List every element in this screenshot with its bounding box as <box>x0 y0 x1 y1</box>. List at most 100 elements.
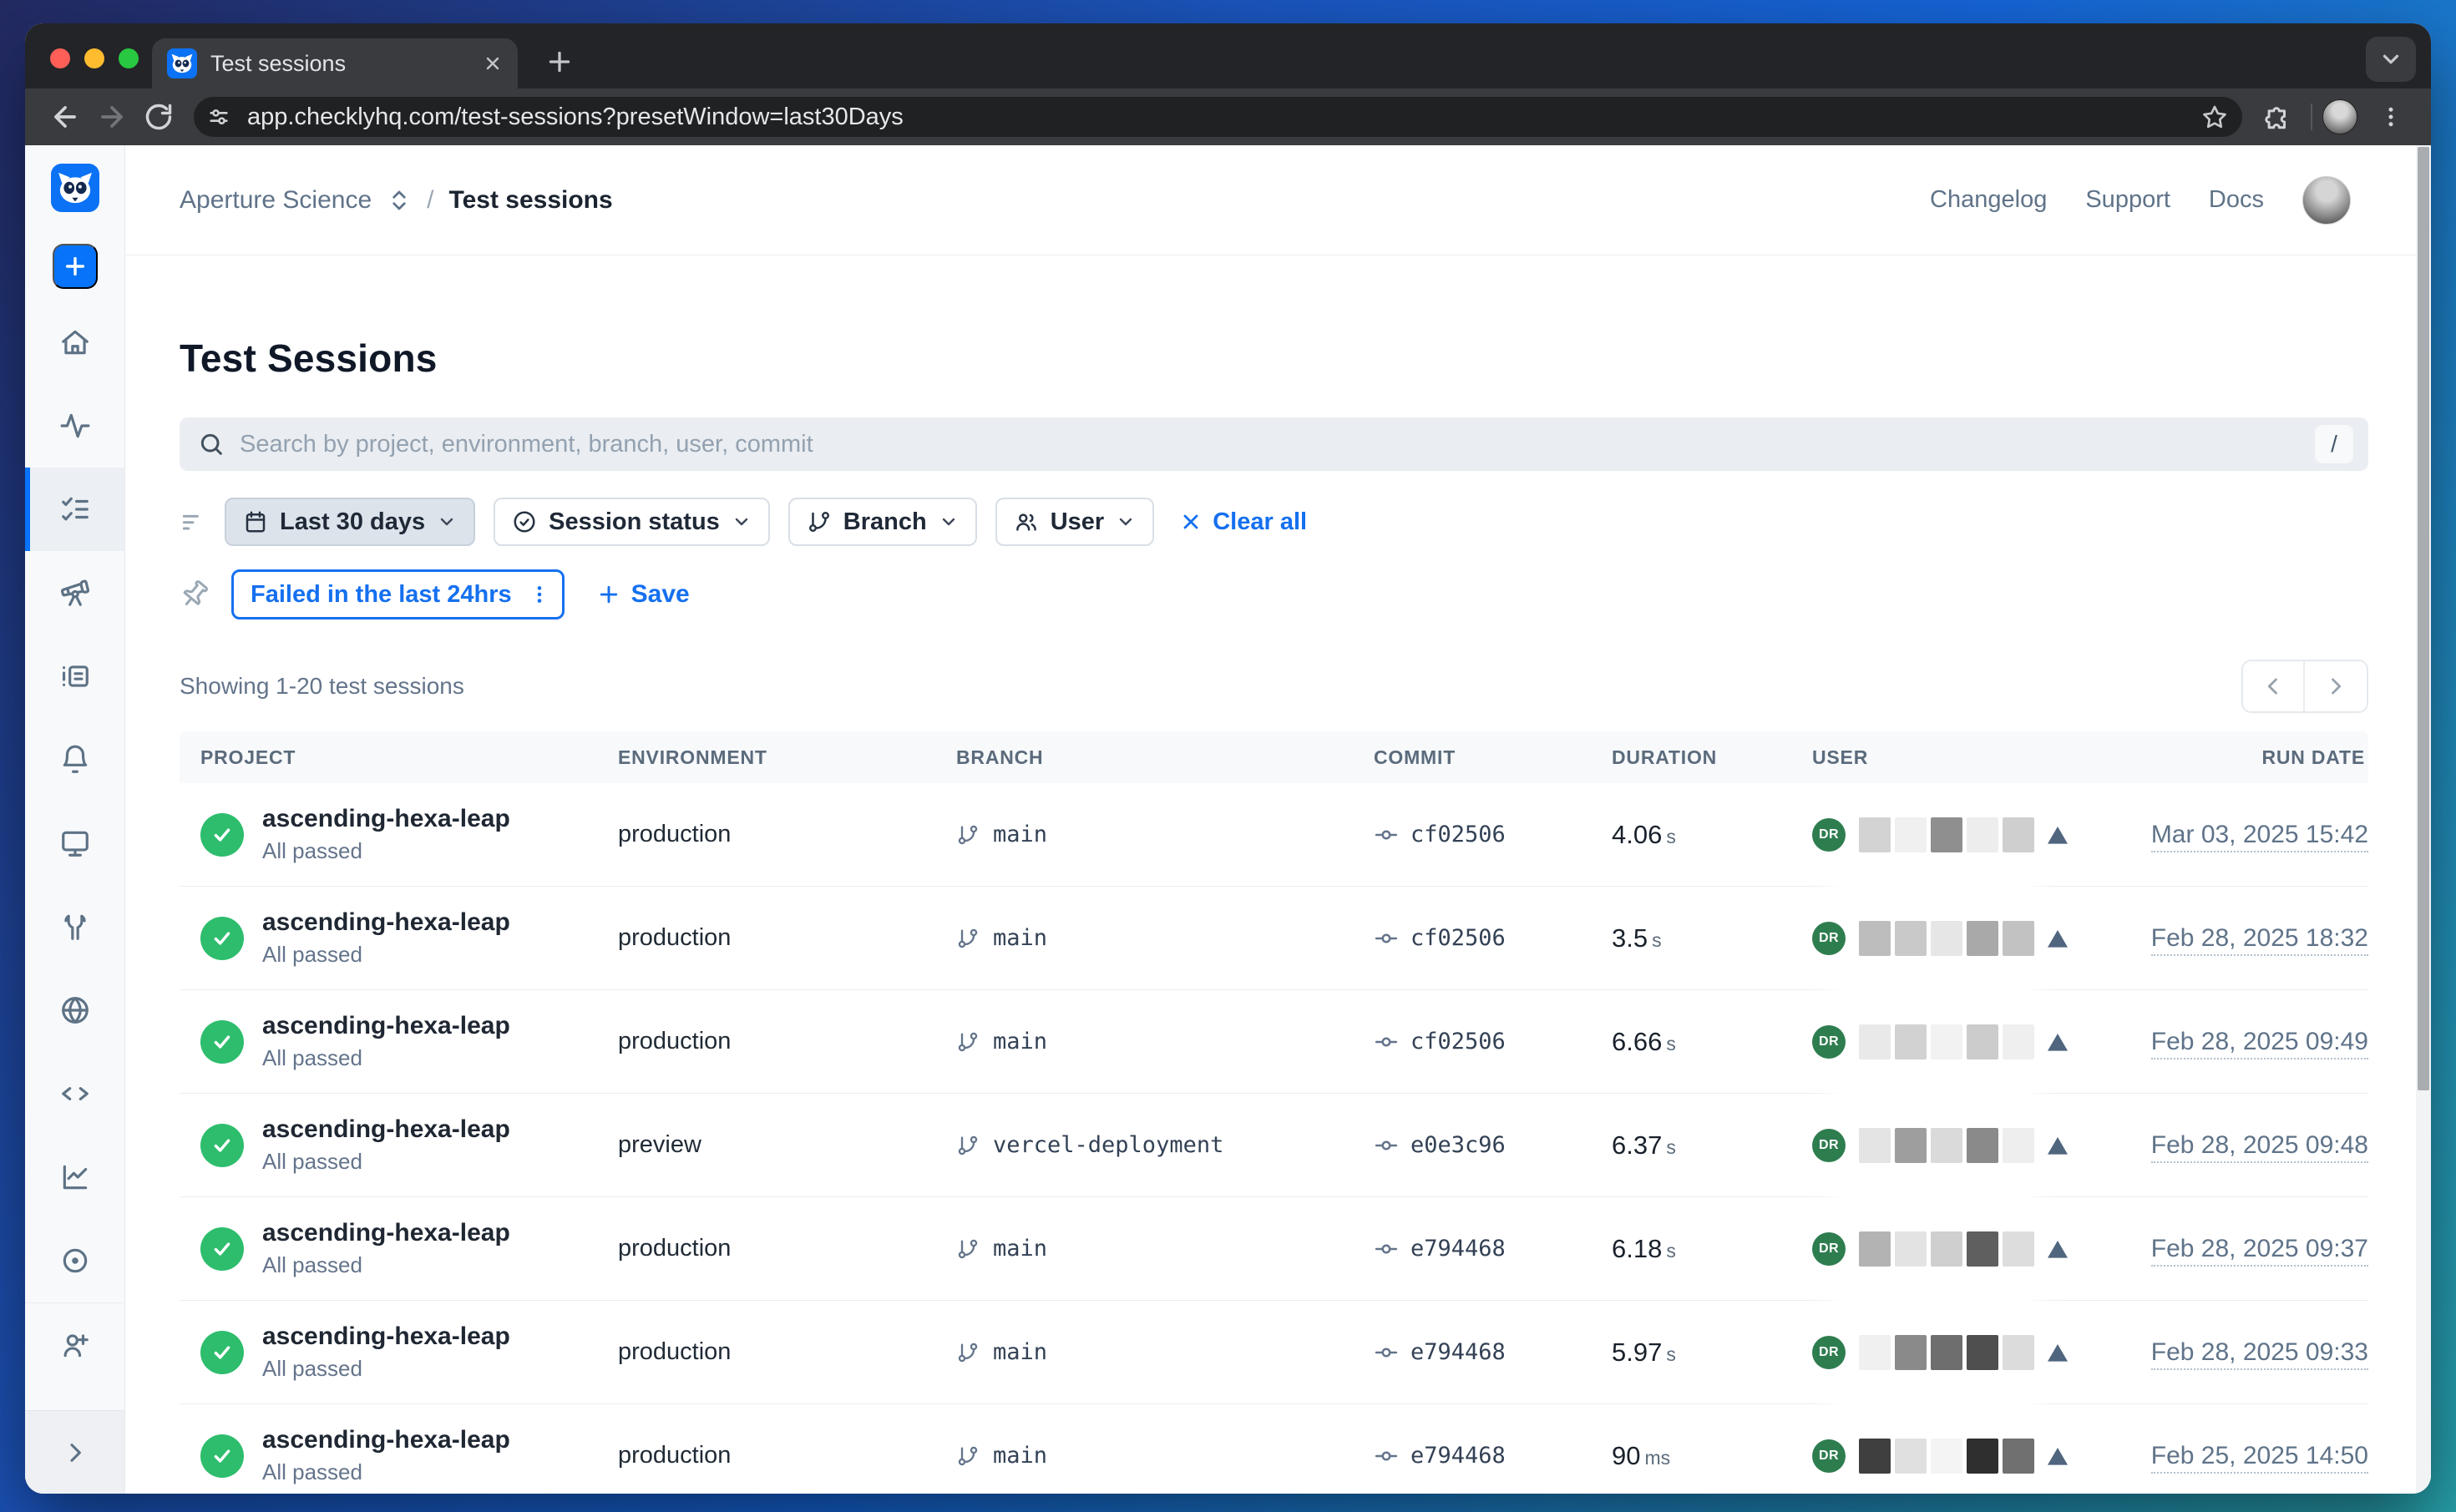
git-branch-icon <box>958 1446 978 1465</box>
table-row[interactable]: ascending-hexa-leap All passed productio… <box>180 1197 2368 1301</box>
page-scrollbar[interactable] <box>2416 145 2431 1494</box>
x-icon <box>1183 514 1198 529</box>
sidebar-item-checks[interactable] <box>25 551 124 635</box>
breadcrumb: Aperture Science / Test sessions <box>180 186 613 215</box>
git-branch-icon <box>808 512 829 532</box>
sidebar-item-private-locations[interactable] <box>25 968 124 1052</box>
url-text[interactable]: app.checklyhq.com/test-sessions?presetWi… <box>247 103 904 130</box>
sidebar-item-snippets[interactable] <box>25 1052 124 1135</box>
run-date-link[interactable]: Mar 03, 2025 15:42 <box>2150 820 2368 852</box>
clear-all-button[interactable]: Clear all <box>1179 508 1307 536</box>
column-branch: BRANCH <box>956 746 1044 768</box>
chevron-right-icon <box>2332 678 2342 695</box>
globe-icon <box>61 997 89 1024</box>
table-row[interactable]: ascending-hexa-leap All passed productio… <box>180 783 2368 887</box>
new-tab-button[interactable] <box>541 43 578 80</box>
browser-tab[interactable]: Test sessions <box>152 38 518 88</box>
table-row[interactable]: ascending-hexa-leap All passed productio… <box>180 990 2368 1094</box>
run-date-link[interactable]: Feb 28, 2025 09:48 <box>2150 1130 2368 1163</box>
breadcrumb-separator: / <box>427 185 434 214</box>
checklist-icon <box>61 497 89 521</box>
run-date-link[interactable]: Feb 25, 2025 14:50 <box>2150 1441 2368 1474</box>
run-date-link[interactable]: Feb 28, 2025 18:32 <box>2150 923 2368 956</box>
duration-cell: 6.18 s <box>1612 1234 1812 1264</box>
sidebar-item-dashboards[interactable] <box>25 802 124 885</box>
sidebar-item-analytics[interactable] <box>25 1135 124 1219</box>
user-cell: DR <box>1812 1334 2084 1370</box>
run-date-cell: Feb 28, 2025 09:37 <box>2084 1234 2368 1267</box>
extensions-button[interactable] <box>2254 94 2301 140</box>
saved-filter-button[interactable]: Failed in the last 24hrs <box>231 569 565 619</box>
project-cell: ascending-hexa-leap All passed <box>180 1115 618 1175</box>
search-input[interactable] <box>240 430 2315 458</box>
kebab-menu-icon[interactable] <box>529 584 550 605</box>
session-status: All passed <box>262 1045 362 1070</box>
checkly-logo[interactable] <box>50 164 99 212</box>
project-name: ascending-hexa-leap <box>262 805 510 832</box>
scrollbar-thumb[interactable] <box>2418 147 2429 1090</box>
commit-cell: e794468 <box>1374 1443 1612 1469</box>
sidebar-item-test-sessions[interactable] <box>25 468 124 551</box>
sidebar-item-status[interactable] <box>25 1219 124 1302</box>
sidebar-item-maintenance[interactable] <box>25 885 124 968</box>
user-cell: DR <box>1812 1024 2084 1059</box>
sidebar-divider <box>25 1302 124 1303</box>
address-bar[interactable]: app.checklyhq.com/test-sessions?presetWi… <box>194 97 2242 137</box>
search-bar[interactable]: / <box>180 417 2368 471</box>
branch-name: main <box>993 1339 1048 1365</box>
minimize-window-button[interactable] <box>84 48 104 68</box>
user-filter[interactable]: User <box>995 498 1155 546</box>
bookmark-button[interactable] <box>2195 98 2234 136</box>
close-window-button[interactable] <box>50 48 70 68</box>
tab-search-button[interactable] <box>2366 37 2416 82</box>
commit-hash: e794468 <box>1410 1339 1506 1365</box>
user-avatar[interactable] <box>2302 175 2351 225</box>
sidebar-expand-button[interactable] <box>25 1410 124 1494</box>
save-filter-button[interactable]: Save <box>596 580 690 609</box>
date-range-filter[interactable]: Last 30 days <box>225 498 476 546</box>
maximize-window-button[interactable] <box>119 48 139 68</box>
run-date-link[interactable]: Feb 28, 2025 09:33 <box>2150 1338 2368 1370</box>
browser-menu-button[interactable] <box>2367 94 2414 140</box>
run-date-link[interactable]: Feb 28, 2025 09:37 <box>2150 1234 2368 1267</box>
tab-close-icon[interactable] <box>483 53 503 73</box>
sidebar-item-check-groups[interactable] <box>25 635 124 718</box>
session-status-label: Session status <box>549 508 720 535</box>
branch-filter[interactable]: Branch <box>787 498 977 546</box>
git-branch-icon <box>958 1239 978 1258</box>
branch-filter-label: Branch <box>843 508 927 535</box>
changelog-link[interactable]: Changelog <box>1930 186 2048 213</box>
table-row[interactable]: ascending-hexa-leap All passed productio… <box>180 1301 2368 1404</box>
create-new-button[interactable] <box>52 244 98 289</box>
forward-button[interactable] <box>89 94 135 140</box>
browser-profile-avatar[interactable] <box>2322 99 2357 134</box>
environment-cell: production <box>618 1338 732 1365</box>
session-status-filter[interactable]: Session status <box>494 498 770 546</box>
run-date-link[interactable]: Feb 28, 2025 09:49 <box>2150 1027 2368 1059</box>
git-commit-icon <box>1375 830 1398 840</box>
censored-user-name <box>1859 1438 2034 1474</box>
user-initials-avatar: DR <box>1812 921 1846 955</box>
reload-button[interactable] <box>135 94 182 140</box>
site-settings-button[interactable] <box>200 99 237 135</box>
sidebar-item-home[interactable] <box>25 301 124 384</box>
sidebar-item-alerts[interactable] <box>25 718 124 802</box>
environment-cell: production <box>618 821 732 847</box>
pin-icon[interactable] <box>174 574 216 616</box>
docs-link[interactable]: Docs <box>2208 186 2264 213</box>
support-link[interactable]: Support <box>2085 186 2170 213</box>
account-name[interactable]: Aperture Science <box>180 185 372 214</box>
save-label: Save <box>630 580 690 608</box>
duration-cell: 3.5 s <box>1612 923 1812 953</box>
back-button[interactable] <box>42 94 89 140</box>
table-row[interactable]: ascending-hexa-leap All passed preview v… <box>180 1094 2368 1197</box>
previous-page-button[interactable] <box>2243 661 2305 711</box>
next-page-button[interactable] <box>2305 661 2367 711</box>
git-commit-icon <box>1375 933 1398 943</box>
sidebar-item-monitoring[interactable] <box>25 384 124 468</box>
table-row[interactable]: ascending-hexa-leap All passed productio… <box>180 887 2368 990</box>
branch-name: vercel-deployment <box>993 1132 1224 1158</box>
sidebar-item-invite-user[interactable] <box>25 1303 124 1387</box>
table-row[interactable]: ascending-hexa-leap All passed productio… <box>180 1404 2368 1494</box>
account-switcher-icon[interactable] <box>387 188 412 213</box>
